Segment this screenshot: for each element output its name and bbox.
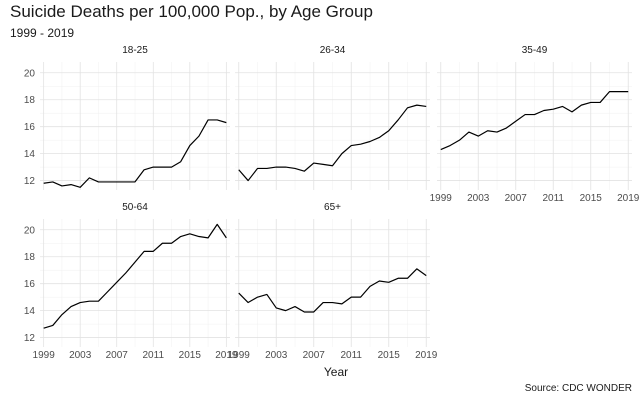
source-caption: Source: CDC WONDER (524, 383, 632, 394)
x-tick-label: 2019 (215, 350, 238, 361)
series-line (238, 104, 427, 182)
x-tick-label: 2011 (542, 193, 564, 204)
x-tick-label: 2003 (467, 193, 490, 204)
x-axis-title: Year (324, 365, 348, 379)
panel-35-49: 35-49 1999 2003 2007 2011 2015 2019 (430, 45, 640, 204)
y-tick-label: 12 (24, 333, 36, 344)
x-tick-label: 1999 (228, 350, 251, 361)
x-tick-label: 2019 (617, 193, 640, 204)
x-tick-label: 2011 (340, 350, 362, 361)
panel-26-34: 26-34 (235, 45, 430, 190)
x-tick-label: 2007 (303, 350, 326, 361)
series-line (43, 223, 227, 329)
y-tick-label: 14 (24, 149, 36, 160)
y-tick-label: 20 (24, 68, 36, 79)
x-tick-label: 2019 (415, 350, 438, 361)
x-tick-label: 2007 (505, 193, 528, 204)
series-line (238, 268, 427, 313)
x-tick-label: 2003 (69, 350, 92, 361)
facet-label: 65+ (324, 202, 341, 213)
facet-label: 35-49 (522, 45, 548, 56)
panel-50-64: 50-64 12 14 16 18 20 1999 2003 2007 2011 2015 2019 (24, 202, 238, 361)
panel-18-25: 18-25 12 14 16 18 20 (24, 45, 230, 190)
page-subtitle: 1999 - 2019 (10, 26, 75, 40)
facet-label: 18-25 (122, 45, 148, 56)
x-tick-label: 2007 (106, 350, 129, 361)
x-tick-label: 2003 (265, 350, 288, 361)
y-tick-label: 12 (24, 176, 36, 187)
y-tick-label: 16 (24, 279, 36, 290)
y-tick-label: 18 (24, 252, 36, 263)
y-tick-label: 16 (24, 122, 36, 133)
x-tick-label: 1999 (430, 193, 453, 204)
facet-label: 26-34 (320, 45, 346, 56)
y-tick-label: 18 (24, 95, 36, 106)
x-tick-label: 2011 (143, 350, 165, 361)
page-title: Suicide Deaths per 100,000 Pop., by Age … (10, 2, 373, 21)
facet-label: 50-64 (122, 202, 148, 213)
panel-65+: 65+ 1999 2003 2007 2011 2015 2019 (228, 202, 438, 361)
series-line (440, 91, 629, 151)
x-tick-label: 2015 (580, 193, 603, 204)
x-tick-label: 2015 (179, 350, 202, 361)
y-tick-label: 20 (24, 225, 36, 236)
series-line (43, 119, 227, 188)
x-tick-label: 1999 (33, 350, 56, 361)
y-tick-label: 14 (24, 306, 36, 317)
x-tick-label: 2015 (378, 350, 401, 361)
